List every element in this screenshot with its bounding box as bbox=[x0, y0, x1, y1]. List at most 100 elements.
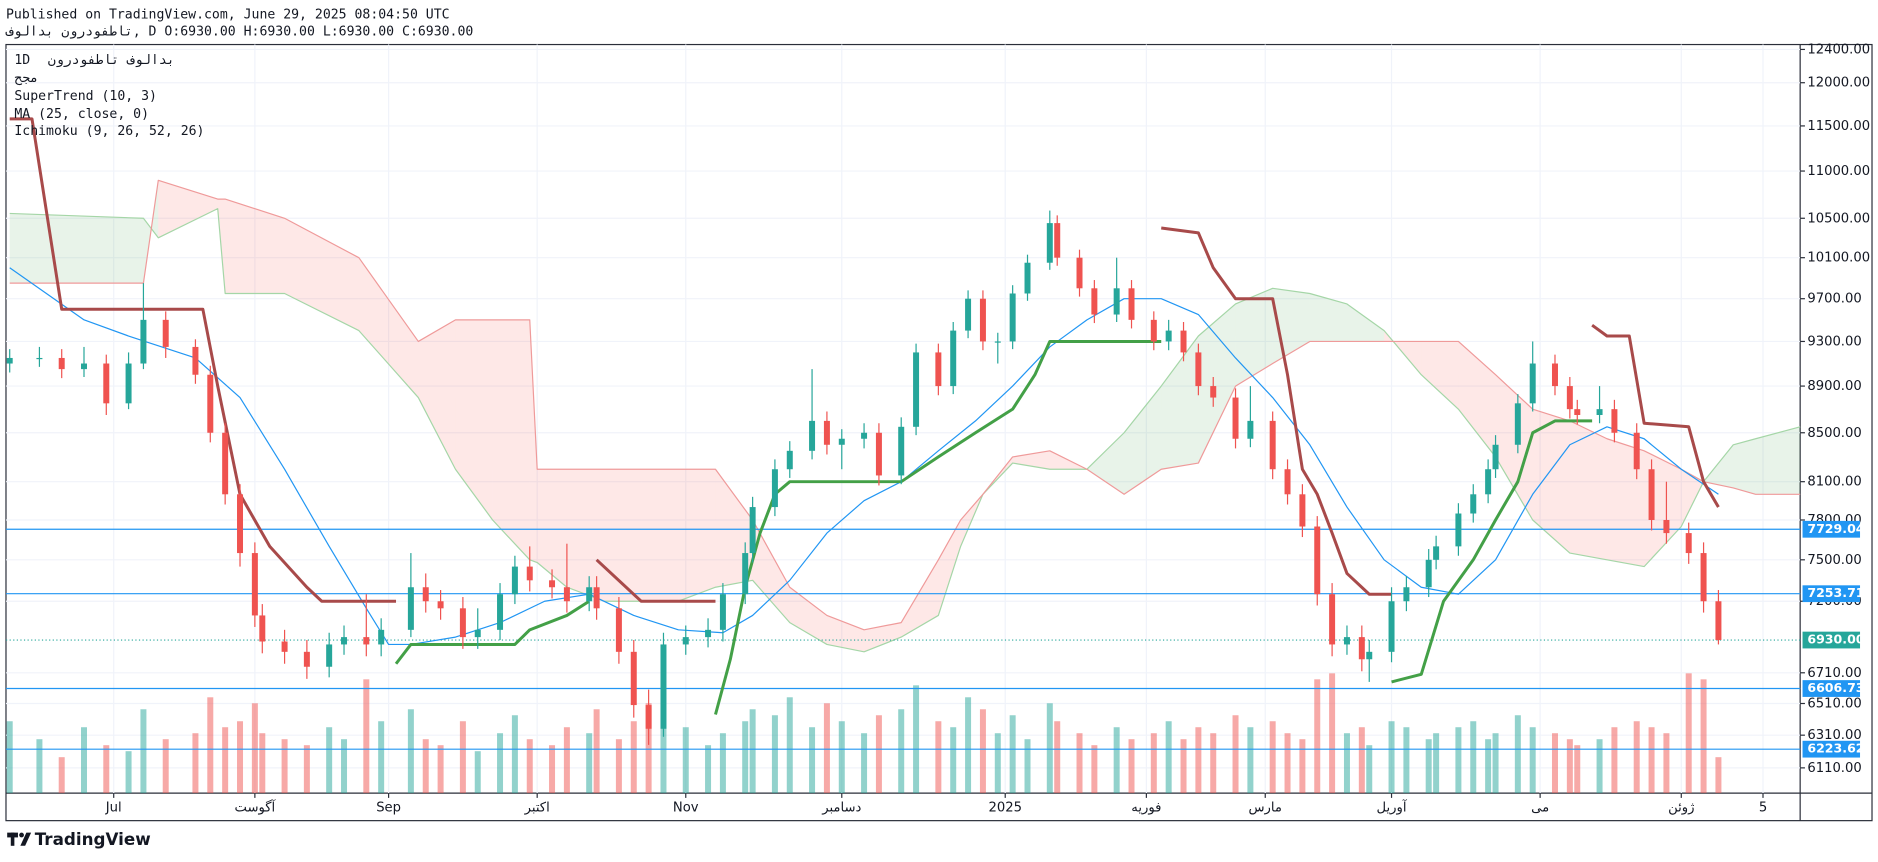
candle-body bbox=[898, 426, 905, 476]
symbol: بدالوف تاطفودرون bbox=[48, 53, 175, 68]
candle-body bbox=[593, 587, 600, 609]
symbol-line: تاطفودرون بدالوف, D O:6930.00 H:6930.00 … bbox=[5, 24, 473, 39]
ichimoku-cloud bbox=[1755, 426, 1801, 495]
ma-line bbox=[9, 267, 1719, 646]
ichimoku-cloud bbox=[1606, 438, 1645, 567]
candle-body bbox=[192, 346, 199, 375]
volume-bar bbox=[1455, 727, 1462, 794]
candle-body bbox=[1529, 363, 1536, 404]
y-tick-label: 8100.00 bbox=[1807, 475, 1861, 490]
candle-body bbox=[1009, 293, 1016, 342]
price-line-label-box bbox=[1802, 520, 1861, 538]
volume-bar bbox=[1210, 733, 1217, 794]
volume-bar bbox=[1358, 727, 1365, 794]
ichimoku-cloud bbox=[641, 469, 679, 602]
volume-bar bbox=[326, 727, 333, 794]
candle-body bbox=[1715, 601, 1722, 641]
volume-bar bbox=[6, 721, 13, 794]
candle-body bbox=[1633, 432, 1640, 470]
candle-body bbox=[1470, 494, 1477, 514]
candle-body bbox=[1113, 288, 1120, 315]
x-tick-label: Nov bbox=[673, 800, 699, 815]
ichimoku-cloud bbox=[529, 319, 538, 563]
candle-body bbox=[630, 651, 637, 706]
candle-body bbox=[838, 438, 845, 445]
candle-body bbox=[861, 432, 868, 439]
price-line-label: 6606.73 bbox=[1807, 680, 1864, 695]
candle-body bbox=[378, 629, 385, 645]
volume-bar bbox=[1403, 727, 1410, 794]
ichimoku-cloud bbox=[678, 469, 716, 602]
ichimoku-cloud bbox=[1309, 293, 1347, 342]
candle-body bbox=[1024, 262, 1031, 294]
candle-body bbox=[81, 363, 87, 370]
x-tick-label: دسامبر bbox=[821, 800, 861, 815]
volume-bar bbox=[378, 721, 385, 794]
supertrend-line bbox=[1591, 324, 1720, 508]
candle-body bbox=[1128, 288, 1135, 320]
volume-bar bbox=[861, 733, 868, 794]
candle-body bbox=[6, 357, 13, 364]
y-tick-label: 6510.00 bbox=[1807, 697, 1861, 712]
ichimoku-cloud bbox=[938, 519, 961, 616]
volume-bar bbox=[1024, 739, 1031, 794]
volume-bar bbox=[950, 727, 957, 794]
y-tick-label: 6710.00 bbox=[1807, 666, 1861, 681]
price-line-label-box bbox=[1802, 585, 1861, 603]
volume-bar bbox=[222, 727, 229, 794]
candle-body bbox=[786, 450, 793, 470]
candle-body bbox=[1388, 601, 1395, 652]
candle-body bbox=[1425, 559, 1432, 588]
ichimoku-cloud bbox=[1569, 420, 1607, 560]
candle-body bbox=[1210, 386, 1217, 398]
x-tick-label: آگوست bbox=[235, 798, 277, 815]
candle-body bbox=[1358, 637, 1365, 660]
volume-bar bbox=[549, 745, 556, 794]
candle-body bbox=[1611, 409, 1618, 433]
candle-body bbox=[140, 319, 147, 364]
ichimoku-cloud bbox=[537, 469, 567, 588]
interval: 1D bbox=[14, 53, 30, 68]
volume-bar bbox=[1314, 679, 1321, 794]
supertrend-line bbox=[714, 339, 1162, 715]
candle-body bbox=[1284, 469, 1291, 495]
y-tick-label: 6310.00 bbox=[1807, 728, 1861, 743]
brand: TradingView bbox=[35, 829, 151, 849]
ichimoku-cloud bbox=[1124, 386, 1162, 495]
candle-body bbox=[1150, 319, 1157, 342]
volume-bar bbox=[407, 709, 414, 794]
volume-bar bbox=[1566, 739, 1573, 794]
volume-bar bbox=[1551, 733, 1558, 794]
candle-body bbox=[1433, 546, 1440, 560]
ichimoku-cloud bbox=[789, 587, 827, 645]
volume-bar bbox=[281, 739, 288, 794]
volume-bar bbox=[682, 727, 689, 794]
volume-bar bbox=[1329, 673, 1336, 794]
volume-bar bbox=[437, 745, 444, 794]
ichimoku-cloud bbox=[284, 218, 359, 331]
ichimoku-cloud bbox=[1495, 374, 1533, 520]
volume-bar bbox=[1247, 727, 1254, 794]
candle-body bbox=[913, 352, 920, 427]
x-tick-label: فوریه bbox=[1131, 800, 1161, 815]
volume-bar bbox=[1054, 721, 1061, 794]
ichimoku-cloud bbox=[1733, 438, 1756, 495]
price-line-label-box bbox=[1802, 680, 1861, 697]
volume-bar bbox=[140, 709, 147, 794]
candle-body bbox=[660, 644, 667, 729]
ichimoku-cloud bbox=[1681, 469, 1704, 527]
volume-bar bbox=[1366, 745, 1373, 794]
supertrend-line bbox=[1391, 419, 1593, 684]
ichimoku-span-b bbox=[9, 179, 1801, 631]
candle-body bbox=[303, 651, 310, 667]
x-tick-label: آوریل bbox=[1377, 798, 1408, 815]
ichimoku-cloud bbox=[1235, 288, 1273, 387]
volume-bar bbox=[1076, 733, 1083, 794]
volume-bar bbox=[645, 703, 652, 794]
volume-bar bbox=[125, 751, 132, 794]
volume-bar bbox=[1529, 727, 1536, 794]
candle-body bbox=[875, 432, 882, 476]
candle-body bbox=[950, 330, 957, 387]
candle-body bbox=[1551, 363, 1558, 387]
